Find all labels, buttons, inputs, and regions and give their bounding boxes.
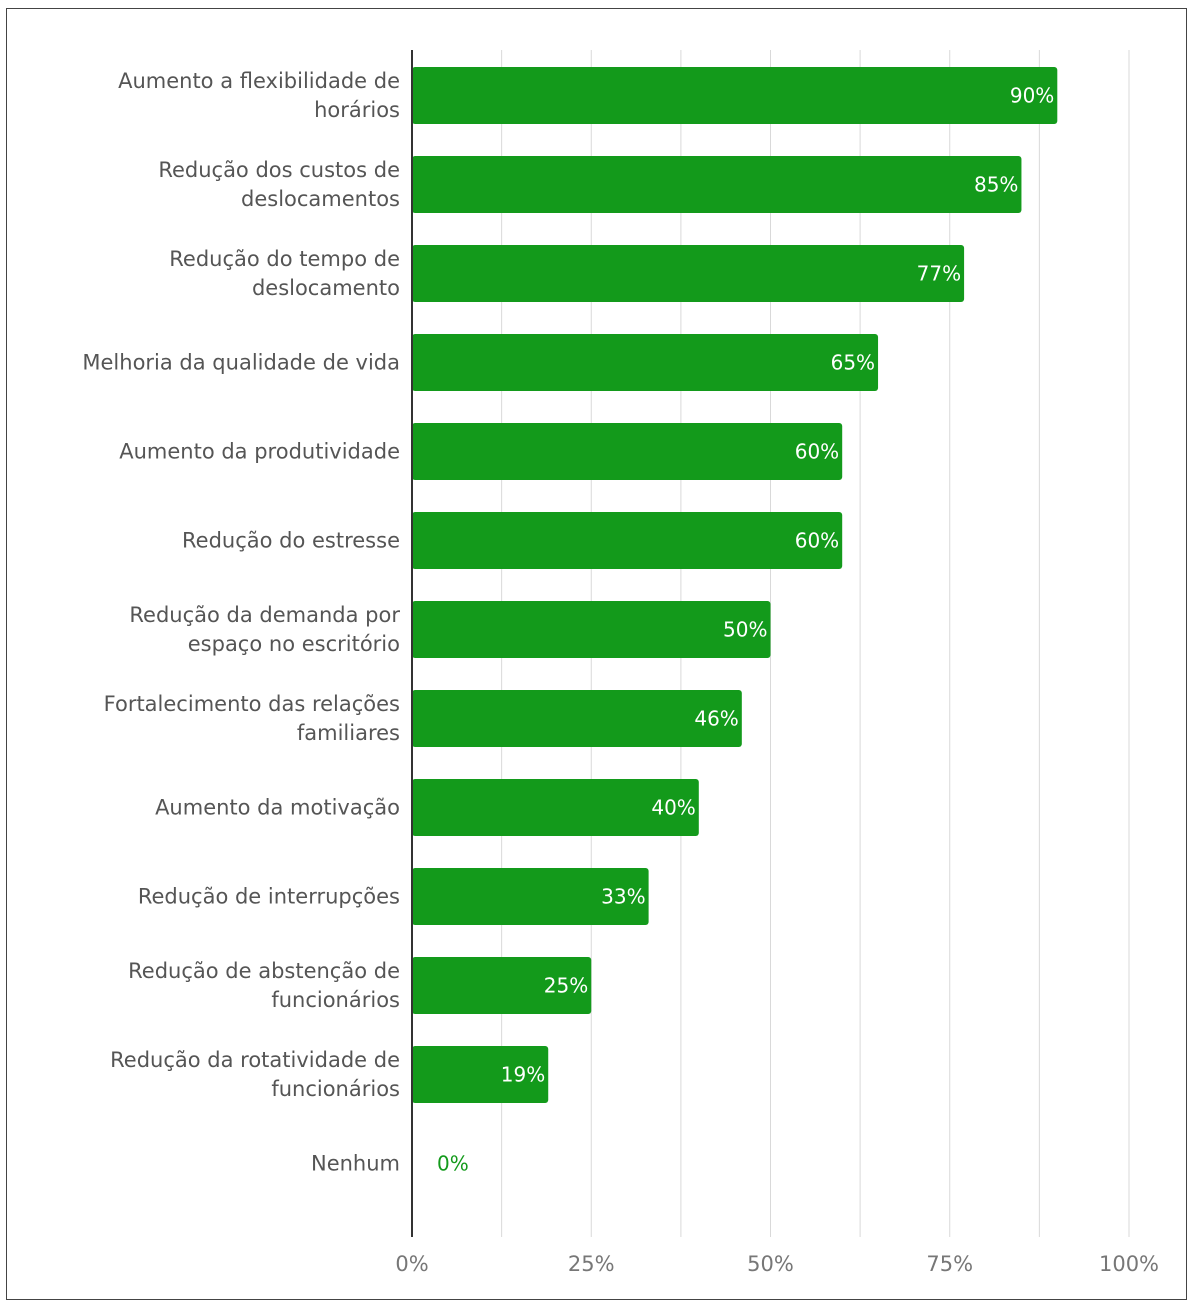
- category-label-line: horários: [314, 98, 400, 122]
- bar-layer: [412, 67, 1058, 1103]
- category-label-line: Aumento a flexibilidade de: [118, 69, 400, 93]
- value-label: 40%: [651, 796, 695, 820]
- category-label-line: Melhoria da qualidade de vida: [82, 351, 400, 375]
- value-label: 0%: [437, 1152, 469, 1176]
- category-label: Fortalecimento das relações familiares: [104, 692, 400, 745]
- category-label: Redução do tempo de deslocamento: [169, 247, 400, 300]
- category-label: Aumento da produtividade: [119, 440, 400, 464]
- bar: [412, 1046, 549, 1103]
- category-label-line: deslocamentos: [241, 187, 400, 211]
- x-tick-label: 25%: [568, 1252, 615, 1276]
- bar: [412, 423, 843, 480]
- bar: [412, 512, 843, 569]
- category-label-line: Redução da demanda por: [129, 603, 400, 627]
- category-label-line: Nenhum: [311, 1152, 400, 1176]
- bar: [412, 67, 1058, 124]
- category-label: Redução da demanda por espaço no escritór…: [129, 603, 400, 656]
- category-label-line: Aumento da produtividade: [119, 440, 400, 464]
- category-label: Melhoria da qualidade de vida: [82, 351, 400, 375]
- bar: [412, 334, 879, 391]
- x-tick-label: 50%: [747, 1252, 794, 1276]
- category-label-line: Redução do estresse: [182, 529, 400, 553]
- category-label: Redução do estresse: [182, 529, 400, 553]
- category-label-line: funcionários: [271, 1077, 400, 1101]
- category-label: Redução de interrupções: [138, 885, 400, 909]
- value-label: 25%: [544, 974, 588, 998]
- value-label: 50%: [723, 618, 767, 642]
- value-label: 19%: [501, 1063, 545, 1087]
- category-label: Redução dos custos de deslocamentos: [158, 158, 400, 211]
- bar: [412, 957, 592, 1014]
- category-label-line: Fortalecimento das relações: [104, 692, 400, 716]
- category-label-line: Redução de abstenção de: [128, 959, 400, 983]
- category-label-line: funcionários: [271, 988, 400, 1012]
- category-label-line: familiares: [297, 721, 400, 745]
- category-label-line: deslocamento: [252, 276, 400, 300]
- x-tick-label: 100%: [1099, 1252, 1159, 1276]
- bar: [412, 868, 649, 925]
- bar: [412, 245, 965, 302]
- bar: [412, 779, 699, 836]
- x-tick-label: 0%: [395, 1252, 428, 1276]
- category-label: Redução da rotatividade de funcionários: [110, 1048, 400, 1101]
- value-label: 77%: [917, 262, 961, 286]
- category-label-line: espaço no escritório: [188, 632, 400, 656]
- bar: [412, 601, 771, 658]
- bar: [412, 156, 1022, 213]
- label-layer: 90% Aumento a flexibilidade de horários 85%…: [82, 69, 1159, 1276]
- category-label-line: Redução de interrupções: [138, 885, 400, 909]
- category-label-line: Redução do tempo de: [169, 247, 400, 271]
- value-label: 60%: [795, 440, 839, 464]
- category-label: Aumento da motivação: [155, 796, 400, 820]
- value-label: 60%: [795, 529, 839, 553]
- value-label: 90%: [1010, 84, 1054, 108]
- category-label-line: Aumento da motivação: [155, 796, 400, 820]
- value-label: 33%: [601, 885, 645, 909]
- bar: [412, 690, 742, 747]
- category-label-line: Redução da rotatividade de: [110, 1048, 400, 1072]
- category-label: Redução de abstenção de funcionários: [128, 959, 400, 1012]
- value-label: 65%: [831, 351, 875, 375]
- value-label: 85%: [974, 173, 1018, 197]
- category-label: Aumento a flexibilidade de horários: [118, 69, 400, 122]
- value-label: 46%: [694, 707, 738, 731]
- category-label-line: Redução dos custos de: [158, 158, 400, 182]
- x-tick-label: 75%: [926, 1252, 973, 1276]
- category-label: Nenhum: [311, 1152, 400, 1176]
